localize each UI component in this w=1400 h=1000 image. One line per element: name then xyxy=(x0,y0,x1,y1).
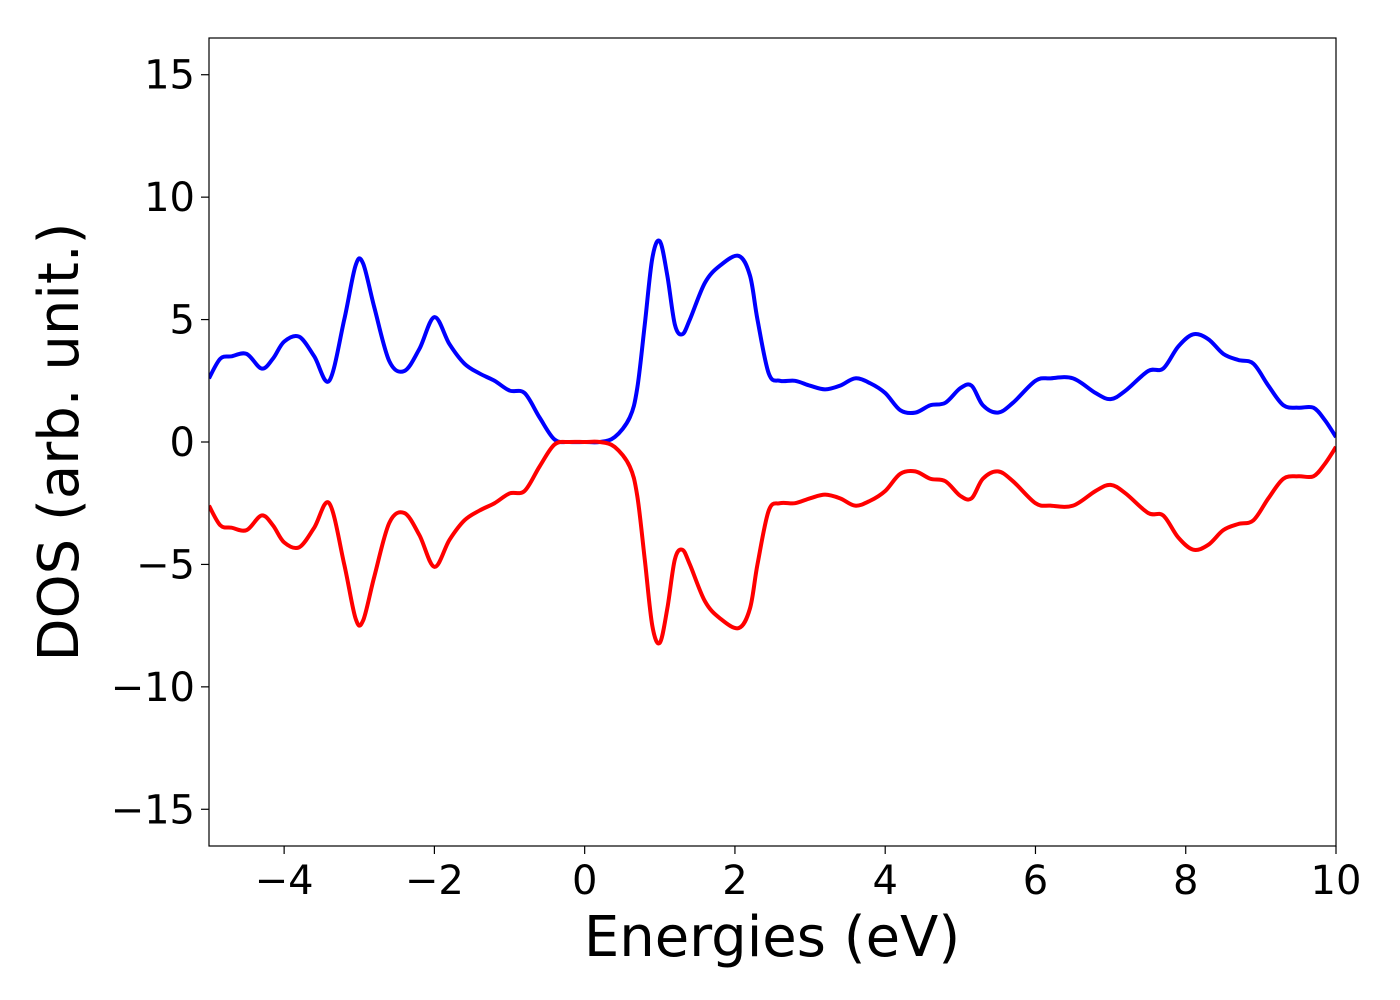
series-line-1 xyxy=(209,238,1336,445)
x-axis-title: Energies (eV) xyxy=(584,905,960,970)
y-tick-label: 10 xyxy=(144,175,195,221)
y-tick-label: 5 xyxy=(170,298,195,344)
y-tick-label: −15 xyxy=(111,787,195,833)
x-tick-label: 2 xyxy=(722,858,747,904)
y-tick-label: 0 xyxy=(170,420,195,466)
x-tick-label: −2 xyxy=(405,858,464,904)
x-axis-ticks: −4 −2 0 2 4 6 8 10 xyxy=(255,846,1362,904)
series-layer xyxy=(209,238,1336,646)
plot-background xyxy=(209,38,1336,846)
y-axis-title: DOS (arb. unit.) xyxy=(27,222,92,661)
y-axis-ticks: −15 −10 −5 0 5 10 15 xyxy=(111,53,209,833)
x-tick-label: 6 xyxy=(1023,858,1048,904)
y-tick-label: 15 xyxy=(144,53,195,99)
y-tick-label: −10 xyxy=(111,665,195,711)
x-tick-label: 4 xyxy=(872,858,897,904)
x-tick-label: 10 xyxy=(1311,858,1362,904)
y-tick-label: −5 xyxy=(136,542,195,588)
x-tick-label: 0 xyxy=(572,858,597,904)
series-line-2 xyxy=(209,439,1336,646)
x-tick-label: −4 xyxy=(255,858,314,904)
x-tick-label: 8 xyxy=(1173,858,1198,904)
